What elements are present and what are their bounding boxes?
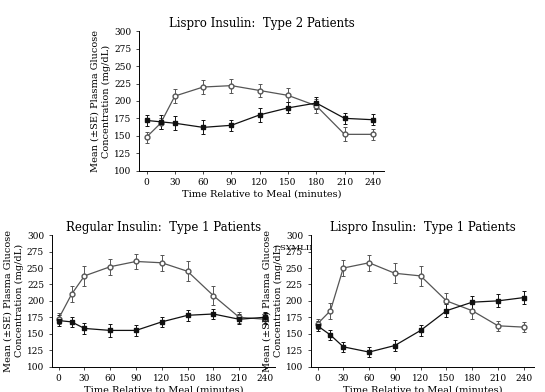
X-axis label: Time Relative to Meal (minutes): Time Relative to Meal (minutes) — [182, 190, 341, 199]
Y-axis label: Mean (±SE) Plasma Glucose
Concentration (mg/dL): Mean (±SE) Plasma Glucose Concentration … — [91, 30, 111, 172]
Title: Lispro Insulin:  Type 1 Patients: Lispro Insulin: Type 1 Patients — [330, 221, 515, 234]
X-axis label: Time Relative to Meal (minutes): Time Relative to Meal (minutes) — [343, 386, 502, 392]
Title: Regular Insulin:  Type 1 Patients: Regular Insulin: Type 1 Patients — [66, 221, 261, 234]
Y-axis label: Mean (±SE) Plasma Glucose
Concentration (mg/dL): Mean (±SE) Plasma Glucose Concentration … — [263, 230, 283, 372]
Title: Lispro Insulin:  Type 2 Patients: Lispro Insulin: Type 2 Patients — [169, 17, 354, 30]
X-axis label: Time Relative to Meal (minutes): Time Relative to Meal (minutes) — [84, 386, 243, 392]
Y-axis label: Mean (±SE) Plasma Glucose
Concentration (mg/dL): Mean (±SE) Plasma Glucose Concentration … — [4, 230, 24, 372]
Legend: Lispro Insulin, 120 mcg SYMLIN + Lispro Insulin: Lispro Insulin, 120 mcg SYMLIN + Lispro … — [136, 244, 387, 252]
